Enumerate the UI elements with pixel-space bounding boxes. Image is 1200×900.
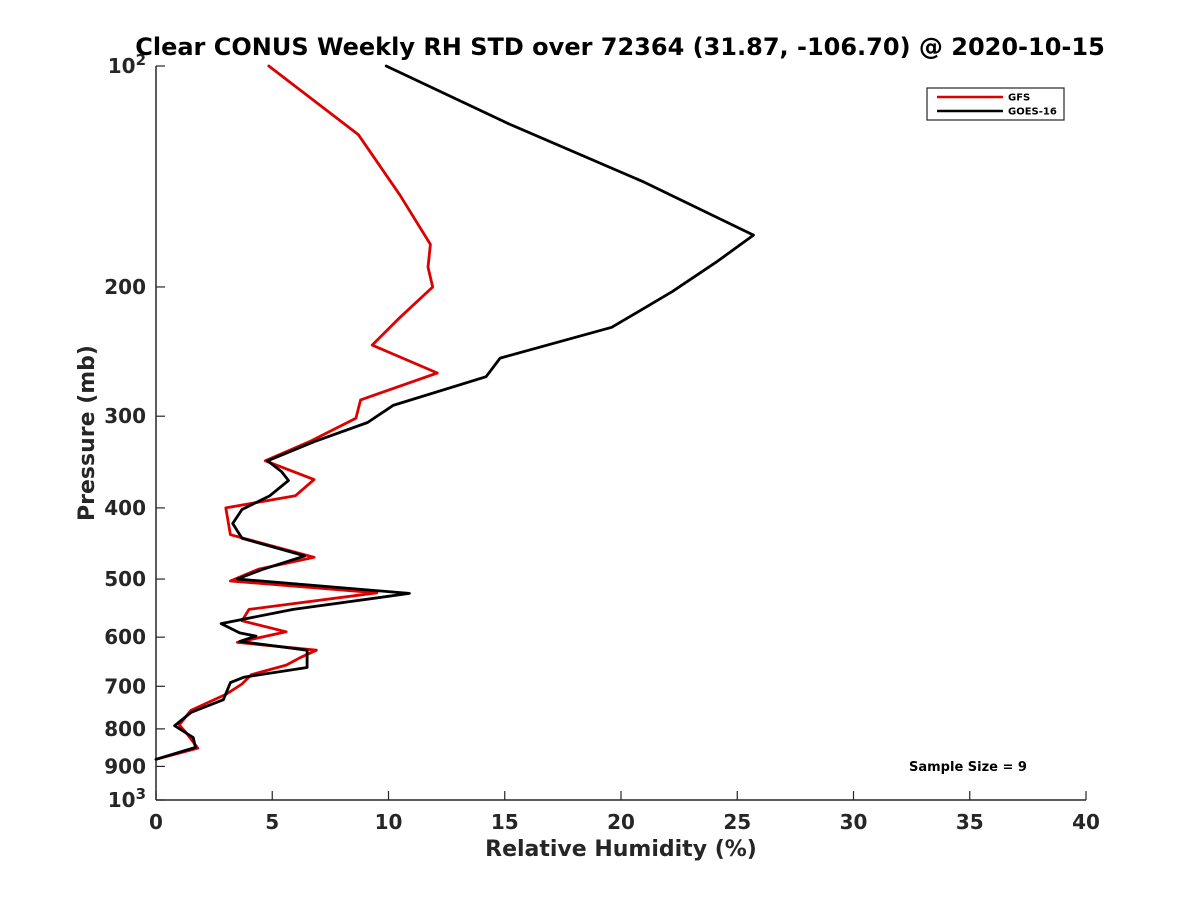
y-tick-label-0: 102 [108,51,146,78]
x-tick-label-4: 20 [607,810,635,834]
y-tick-label-2: 300 [104,404,146,428]
x-tick-label-5: 25 [723,810,751,834]
x-tick-label-1: 5 [265,810,279,834]
plot-area [155,66,1086,801]
x-tick-label-6: 30 [840,810,868,834]
series-line-goes-16 [154,64,755,761]
legend-label-goes-16: GOES-16 [1008,107,1057,118]
x-tick-label-3: 15 [491,810,519,834]
y-axis-label: Pressure (mb) [75,345,100,521]
y-tick-label-6: 700 [104,674,146,698]
y-tick-label-1: 200 [104,275,146,299]
chart-title: Clear CONUS Weekly RH STD over 72364 (31… [135,33,1105,61]
y-tick-label-9: 103 [108,785,146,812]
x-tick-label-0: 0 [149,810,163,834]
y-tick-label-7: 800 [104,717,146,741]
legend-box [926,87,1065,121]
x-tick-label-8: 40 [1072,810,1100,834]
y-tick-label-5: 600 [104,625,146,649]
y-tick-label-8: 900 [104,754,146,778]
x-tick-label-2: 10 [375,810,403,834]
series-line-gfs [154,64,439,761]
series-group [154,64,755,761]
x-axis-label: Relative Humidity (%) [485,837,757,862]
legend-label-gfs: GFS [1008,93,1030,104]
x-tick-label-7: 35 [956,810,984,834]
x-ticks: 0 5 10 15 20 25 30 35 40 [149,791,1100,834]
y-tick-label-4: 500 [104,567,146,591]
y-ticks: 102 200 300 400 500 600 700 800 900 103 [104,51,165,812]
y-tick-label-3: 400 [104,496,146,520]
sample-size-annotation: Sample Size = 9 [909,760,1027,775]
legend: GFS GOES-16 [926,87,1065,121]
